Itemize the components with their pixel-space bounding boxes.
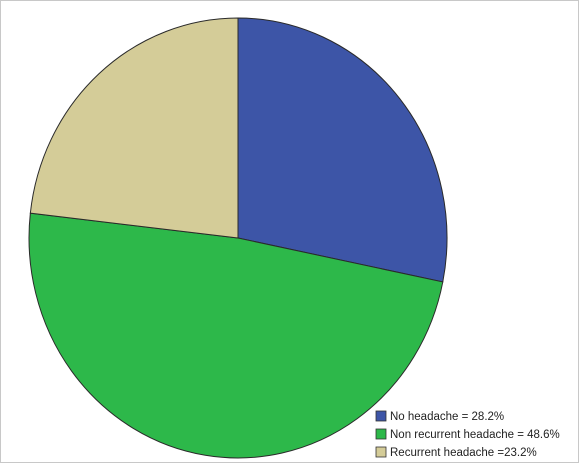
pie-slice-recurrent-headache <box>29 17 239 239</box>
pie-slice-no-headache <box>237 17 448 283</box>
legend: No headache = 28.2% Non recurrent headac… <box>375 410 560 459</box>
legend-label-recurrent-headache: Recurrent headache =23.2% <box>390 447 537 459</box>
legend-label-non-recurrent-headache: Non recurrent headache = 48.6% <box>390 429 560 441</box>
legend-swatch-recurrent-headache <box>375 446 387 458</box>
legend-swatch-no-headache <box>375 410 387 422</box>
legend-swatch-non-recurrent-headache <box>375 428 387 440</box>
pie-slice-non-recurrent-headache <box>28 212 444 459</box>
legend-label-no-headache: No headache = 28.2% <box>390 411 504 423</box>
pie-slices <box>28 17 448 459</box>
